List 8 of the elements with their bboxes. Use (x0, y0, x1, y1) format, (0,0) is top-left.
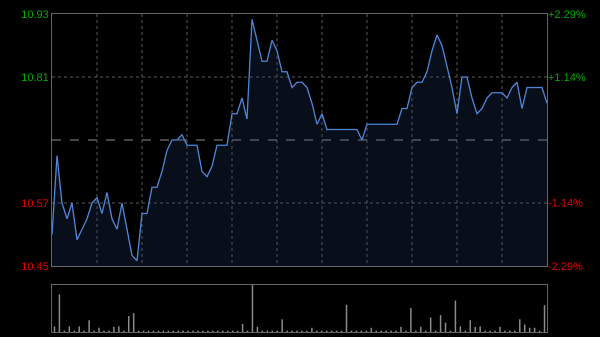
y-tick-label: 10.81 (21, 72, 49, 84)
y2-tick-label: -1.14% (548, 198, 584, 210)
y-tick-label: 10.93 (21, 8, 49, 21)
y2-tick-label: +2.29% (548, 8, 586, 21)
y2-tick-label: +1.14% (548, 72, 586, 84)
y-tick-label: 10.45 (21, 260, 49, 273)
y2-tick-label: -2.29% (548, 260, 584, 273)
y-tick-label: 10.57 (21, 198, 49, 210)
